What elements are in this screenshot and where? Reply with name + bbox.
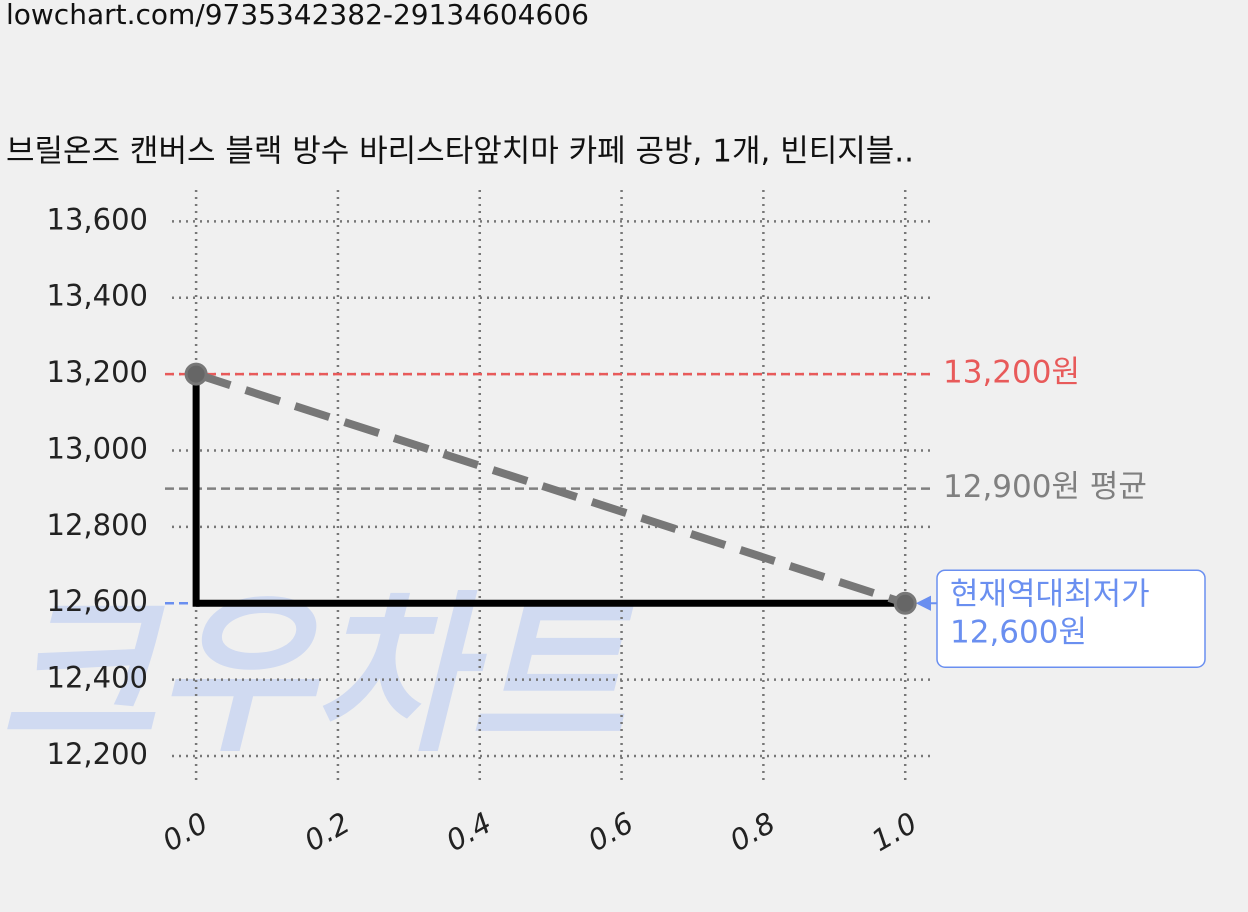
y-tick-label: 13,200 bbox=[47, 355, 148, 389]
y-tick-label: 12,600 bbox=[47, 584, 148, 618]
chart-title: 브릴온즈 캔버스 블랙 방수 바리스타앞치마 카페 공방, 1개, 빈티지블.. bbox=[6, 134, 914, 170]
y-tick-label: 12,200 bbox=[47, 737, 148, 771]
reference-label: 12,900원 평균 bbox=[943, 469, 1147, 505]
url: lowchart.com/9735342382-29134604606 bbox=[6, 0, 589, 31]
marker bbox=[893, 591, 917, 615]
marker bbox=[184, 362, 208, 386]
y-tick-label: 13,400 bbox=[47, 279, 148, 313]
y-tick-label: 13,600 bbox=[47, 202, 148, 236]
annotation-label: 현재역대최저가 bbox=[950, 577, 1150, 613]
y-tick-label: 12,800 bbox=[47, 508, 148, 542]
annotation-box bbox=[936, 569, 1206, 668]
y-tick-label: 13,000 bbox=[47, 431, 148, 465]
reference-label: 13,200원 bbox=[943, 355, 1080, 391]
y-tick-label: 12,400 bbox=[47, 661, 148, 695]
watermark: 크우차트 bbox=[0, 575, 635, 776]
annotation-arrow bbox=[915, 595, 937, 611]
annotation-label: 12,600원 bbox=[950, 615, 1087, 651]
line bbox=[194, 370, 907, 608]
